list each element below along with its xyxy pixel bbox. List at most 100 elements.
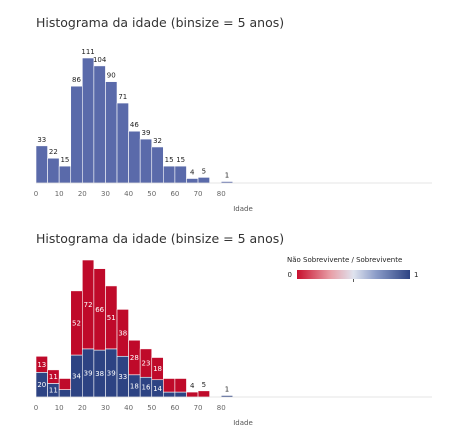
chart1-x-tick-80: 80 [217,190,226,198]
chart2-bar-nao-sobrevivente-5 [47,369,60,384]
chart2-bar-nao-sobrevivente-60 [174,378,187,393]
chart2-bar-nao-sobrevivente-50 [151,357,164,381]
chart2-bar-label-nao-sobrevivente-30: 51 [107,314,116,322]
chart2-bar-label-sobrevivente-0: 20 [37,381,46,389]
chart1-bar-label-80: 1 [225,172,229,180]
chart1-bar-70 [197,177,210,184]
chart2-x-tick-60: 60 [170,404,179,412]
legend-max-label: 1 [414,271,418,279]
chart1-x-tick-50: 50 [147,190,156,198]
chart2-bar-label-sobrevivente-25: 38 [95,370,104,378]
chart2-bar-label-sobrevivente-50: 14 [153,385,162,393]
chart1-bar-label-5: 22 [49,148,58,156]
chart1-x-tick-30: 30 [101,190,110,198]
chart1-x-tick-0: 0 [34,190,38,198]
chart2-bar-label-sobrevivente-45: 16 [142,384,151,392]
chart2-bar-label-nao-sobrevivente-20: 72 [84,301,93,309]
chart2-bar-label-nao-sobrevivente-45: 23 [142,360,151,368]
chart1-bar-60 [174,165,187,184]
color-legend: Não Sobrevivente / Sobrevivente 0 1 [287,256,418,282]
chart2-bar-label-sobrevivente-20: 39 [84,369,93,377]
chart1-bar-20 [82,57,95,184]
chart1-bar-25 [93,65,106,184]
chart1-x-tick-70: 70 [194,190,203,198]
chart2-total-label-65: 4 [190,382,195,390]
chart2-bar-nao-sobrevivente-65 [186,391,199,398]
chart1-bar-5 [47,157,60,184]
chart1-bar-label-25: 104 [93,56,107,64]
chart2-x-tick-0: 0 [34,404,38,412]
chart2-total-label-80: 1 [225,386,229,394]
chart1-bar-label-50: 32 [153,137,162,145]
chart2-bar-label-nao-sobrevivente-25: 66 [95,306,104,314]
chart1-bar-label-15: 86 [72,76,81,84]
legend-title: Não Sobrevivente / Sobrevivente [287,256,402,264]
chart2-bar-sobrevivente-60 [174,391,187,398]
chart1-bar-40 [128,130,141,184]
chart2-x-tick-80: 80 [217,404,226,412]
chart2-x-tick-40: 40 [124,404,133,412]
chart1-x-label: Idade [233,205,253,213]
chart2-bar-label-nao-sobrevivente-15: 52 [72,319,81,327]
chart1-x-ticks: 0 10 20 30 40 50 60 70 80 [34,190,226,198]
chart1-bar-label-20: 111 [81,48,94,56]
chart2-bar-nao-sobrevivente-0 [35,355,48,373]
chart1-bar-label-70: 5 [202,167,206,175]
chart1-bar-10 [58,165,72,184]
chart2-bar-label-sobrevivente-15: 34 [72,373,81,381]
chart2-bar-label-sobrevivente-5: 11 [49,387,58,395]
chart1-bar-label-0: 33 [37,136,46,144]
chart1-bar-65 [186,178,199,184]
chart2-total-label-70: 5 [202,381,206,389]
chart2-x-ticks: 0 10 20 30 40 50 60 70 80 [34,404,226,412]
chart2-bar-nao-sobrevivente-35 [116,309,129,357]
chart1-bar-label-35: 71 [118,93,127,101]
chart2-bar-nao-sobrevivente-70 [197,390,210,398]
legend-gradient-bar [297,270,410,279]
chart2-x-tick-30: 30 [101,404,110,412]
chart1-bar-15 [70,85,83,184]
chart1-bar-0 [35,145,48,184]
chart2-x-label: Idade [233,419,253,427]
chart1-bar-label-40: 46 [130,121,139,129]
chart2-bars [35,259,234,398]
chart1-bar-label-65: 4 [190,168,195,176]
chart2-bar-nao-sobrevivente-10 [58,378,72,390]
legend-min-label: 0 [288,271,292,279]
chart1-bar-label-55: 15 [165,156,174,164]
chart2-bar-label-nao-sobrevivente-50: 18 [153,365,162,373]
chart1-x-tick-20: 20 [78,190,87,198]
chart2-bar-sobrevivente-10 [58,389,72,398]
chart1-x-tick-40: 40 [124,190,133,198]
chart2-bar-label-nao-sobrevivente-40: 28 [130,354,139,362]
chart1-bar-label-10: 15 [60,156,69,164]
chart1-bar-label-45: 39 [142,129,151,137]
chart1-bar-label-30: 90 [107,72,116,80]
chart2-x-tick-10: 10 [55,404,64,412]
chart2-bar-label-sobrevivente-40: 18 [130,382,139,390]
chart1-x-tick-10: 10 [55,190,64,198]
chart2-bar-label-nao-sobrevivente-0: 13 [37,361,46,369]
chart2-bar-label-sobrevivente-30: 39 [107,369,116,377]
chart1-title: Histograma da idade (binsize = 5 anos) [36,15,284,30]
chart2-x-tick-20: 20 [78,404,87,412]
chart2-bar-label-nao-sobrevivente-5: 11 [49,373,58,381]
chart2-x-tick-70: 70 [194,404,203,412]
chart2-bar-label-sobrevivente-35: 33 [118,373,127,381]
chart1-bar-55 [163,165,176,184]
chart2-title: Histograma da idade (binsize = 5 anos) [36,231,284,246]
chart2-bar-nao-sobrevivente-55 [163,378,176,393]
chart1-bars [35,57,234,184]
chart1-bar-label-60: 15 [176,156,185,164]
chart2-bar-label-nao-sobrevivente-35: 38 [118,329,127,337]
chart1-bar-45 [139,138,153,184]
chart2-x-tick-50: 50 [147,404,156,412]
chart1-bar-30 [105,81,118,184]
chart1-bar-35 [116,102,129,184]
chart1-bar-50 [151,146,164,184]
chart2-bar-sobrevivente-55 [163,391,176,398]
chart1-x-tick-60: 60 [170,190,179,198]
